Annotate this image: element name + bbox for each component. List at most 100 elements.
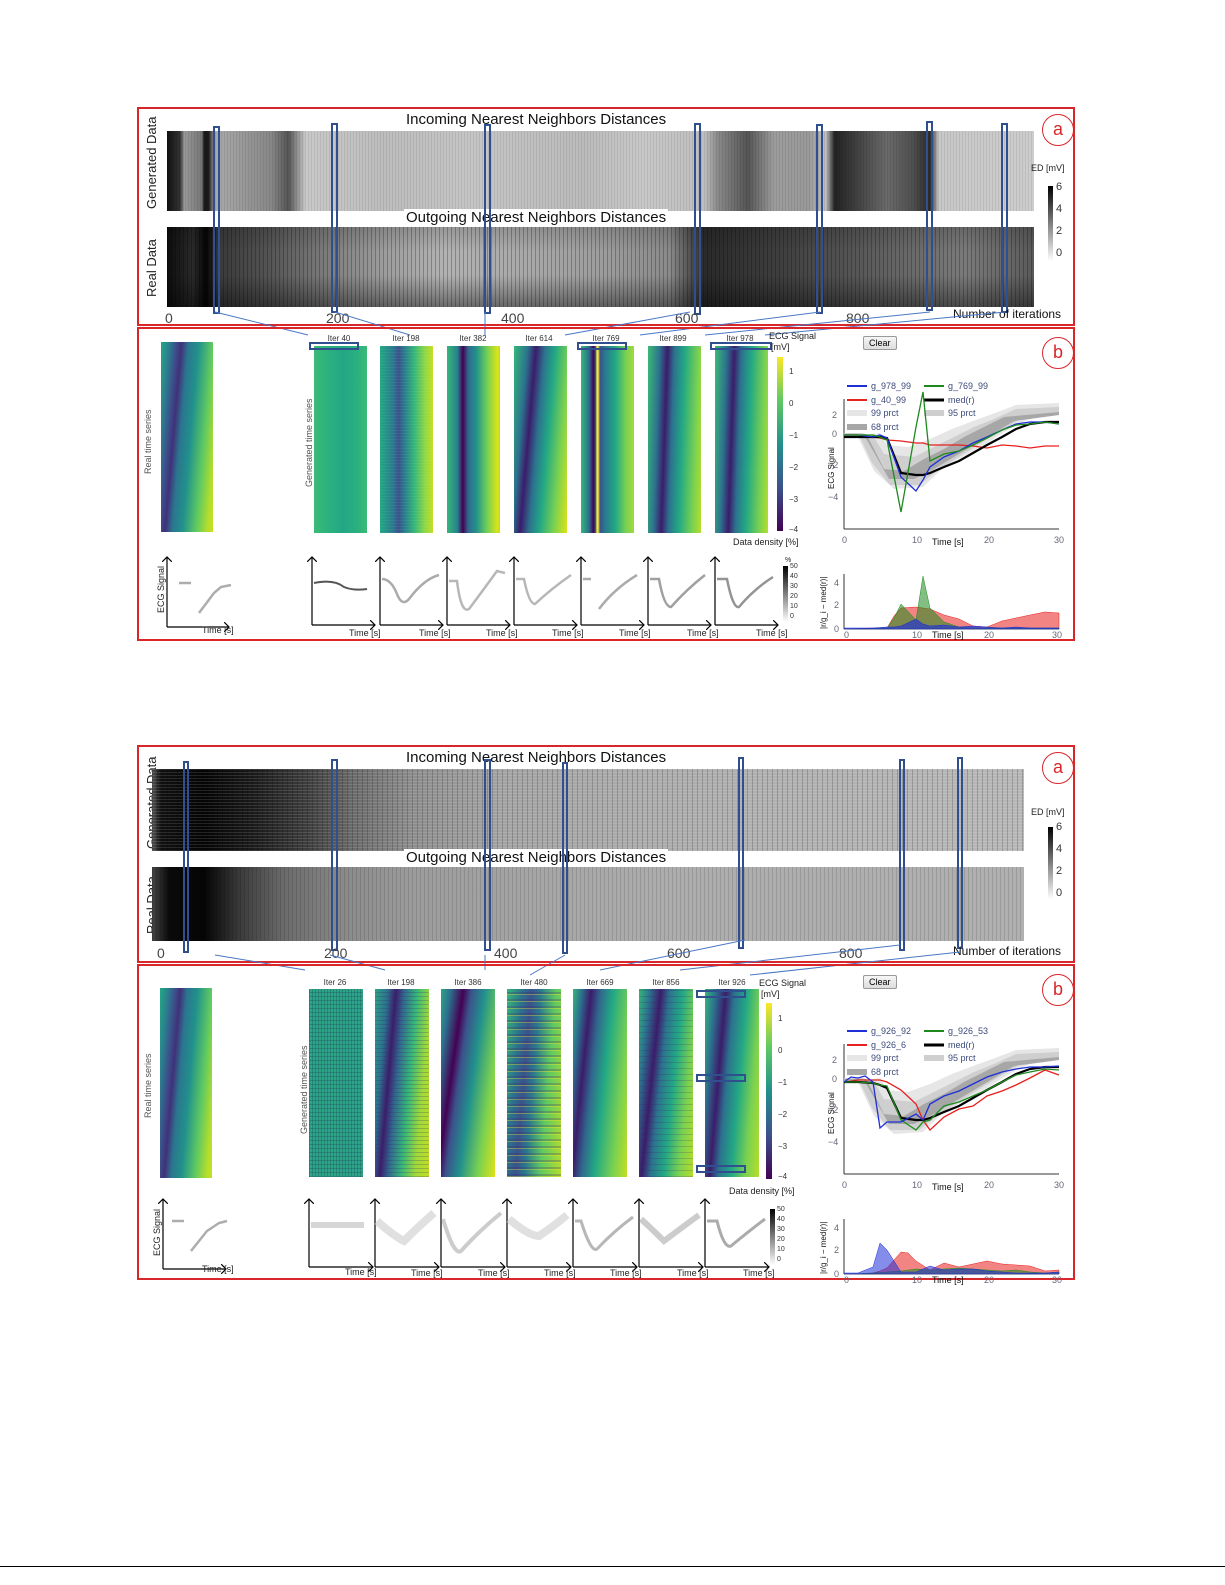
svg-text:20: 20 — [984, 535, 994, 545]
svg-text:med(r): med(r) — [948, 395, 975, 405]
connector-arrows — [214, 939, 961, 976]
iter-label: Iter 978 — [726, 334, 754, 343]
ed-tick: 6 — [1056, 181, 1063, 193]
selection-box-iter-669[interactable] — [738, 757, 744, 949]
outgoing-title: Outgoing Nearest Neighbors Distances — [404, 209, 669, 226]
density-label: Data density [%] — [729, 1186, 795, 1196]
svg-text:ECG Signal: ECG Signal — [827, 447, 836, 489]
iter-26-heatmap[interactable] — [309, 989, 363, 1177]
selection-box-iter-856[interactable] — [899, 759, 905, 951]
svg-text:0: 0 — [834, 1269, 839, 1279]
iter-769-heatmap[interactable] — [581, 346, 634, 533]
svg-text:10: 10 — [912, 630, 922, 640]
density-tick: 50 — [790, 563, 798, 570]
ed-colorbar — [1048, 186, 1053, 261]
outgoing-heatmap[interactable] — [152, 867, 1024, 941]
iter-label: Iter 198 — [387, 978, 415, 987]
ecg-line-chart[interactable]: g_978_99 g_769_99 g_40_99 med(r) 99 prct… — [827, 379, 1069, 549]
row-selection-iter-978[interactable] — [710, 342, 772, 350]
incoming-heatmap[interactable] — [152, 769, 1024, 851]
iter-669-heatmap[interactable] — [573, 989, 627, 1177]
difference-area-chart[interactable]: 4 2 0 0 10 20 30 Time [s] |r/g_i − med(r… — [819, 569, 1069, 640]
real-time-series-heatmap[interactable] — [160, 988, 212, 1178]
selection-box-iter-198[interactable] — [331, 123, 338, 313]
panel-b: b Real time series Generated time series… — [137, 964, 1075, 1285]
selection-box-iter-926[interactable] — [957, 757, 963, 949]
svg-text:g_926_6: g_926_6 — [871, 1040, 906, 1050]
iter-978-heatmap[interactable] — [715, 346, 768, 533]
selection-box-iter-769[interactable] — [816, 124, 823, 314]
clear-button[interactable]: Clear — [863, 336, 897, 350]
ecg-tick: −1 — [789, 431, 799, 440]
selection-box-iter-386[interactable] — [484, 759, 491, 951]
svg-text:10: 10 — [912, 1275, 922, 1285]
iter-40-heatmap[interactable] — [314, 346, 367, 533]
x-tick-400: 400 — [494, 945, 518, 961]
iter-614-heatmap[interactable] — [514, 346, 567, 533]
iter-480-heatmap[interactable] — [507, 989, 561, 1177]
iter-label: Iter 480 — [520, 978, 548, 987]
ed-tick: 4 — [1056, 843, 1063, 855]
ecg-tick: 1 — [789, 367, 794, 376]
iter-382-heatmap[interactable] — [447, 346, 500, 533]
x-tick-0: 0 — [157, 945, 165, 961]
x-tick-800: 800 — [839, 945, 863, 961]
ecg-line-chart[interactable]: g_926_92 g_926_53 g_926_6 med(r) 99 prct… — [827, 1024, 1069, 1194]
row-selection-iter-769[interactable] — [577, 342, 627, 350]
selection-box-iter-198[interactable] — [331, 759, 338, 951]
mini-ylabel: ECG Signal — [152, 1208, 162, 1256]
iter-198-heatmap[interactable] — [380, 346, 433, 533]
svg-text:0: 0 — [842, 535, 847, 545]
selection-box-iter-899[interactable] — [926, 121, 933, 311]
ecg-colorbar — [777, 357, 783, 531]
mini-xlabel: Time [s] — [202, 1264, 234, 1274]
mini-xlabel: Time [s] — [610, 1268, 642, 1278]
density-tick: 20 — [777, 1236, 785, 1243]
ecg-tick: −1 — [778, 1078, 788, 1087]
density-tick: 50 — [777, 1206, 785, 1213]
x-axis-label: Number of iterations — [953, 307, 1062, 321]
clear-button[interactable]: Clear — [863, 975, 897, 989]
svg-text:|r/g_i − med(r)|: |r/g_i − med(r)| — [819, 577, 828, 629]
density-tick: 20 — [790, 593, 798, 600]
svg-text:med(r): med(r) — [948, 1040, 975, 1050]
x-tick-600: 600 — [667, 945, 691, 961]
iter-856-heatmap[interactable] — [639, 989, 693, 1177]
mini-xlabel: Time [s] — [202, 625, 234, 635]
row-selection-top[interactable] — [696, 990, 746, 998]
iter-899-heatmap[interactable] — [648, 346, 701, 533]
selection-box-iter-26[interactable] — [183, 761, 189, 953]
row-selection-bottom[interactable] — [696, 1165, 746, 1173]
iter-386-heatmap[interactable] — [441, 989, 495, 1177]
svg-text:68 prct: 68 prct — [871, 422, 899, 432]
iter-926-heatmap[interactable] — [705, 989, 759, 1177]
selection-box-iter-480[interactable] — [562, 762, 568, 954]
real-time-series-label: Real time series — [143, 1053, 153, 1118]
row-selection-middle[interactable] — [696, 1074, 746, 1082]
row-selection-iter-40[interactable] — [309, 342, 359, 350]
incoming-title: Incoming Nearest Neighbors Distances — [404, 111, 669, 128]
density-tick: 0 — [790, 613, 794, 620]
mini-xlabel: Time [s] — [349, 628, 381, 638]
iter-label: Iter 769 — [592, 334, 620, 343]
iter-label: Iter 40 — [327, 334, 351, 343]
selection-box-iter-614[interactable] — [694, 123, 701, 315]
real-time-series-heatmap[interactable] — [161, 342, 213, 532]
incoming-heatmap[interactable] — [167, 131, 1034, 211]
outgoing-heatmap[interactable] — [167, 227, 1034, 307]
svg-text:|r/g_i − med(r)|: |r/g_i − med(r)| — [819, 1222, 828, 1274]
density-mini-plots — [139, 1191, 819, 1281]
mini-xlabel: Time [s] — [756, 628, 788, 638]
ecg-colorbar — [766, 1003, 772, 1179]
connector-arrows — [214, 311, 1006, 336]
svg-text:0: 0 — [834, 624, 839, 634]
svg-text:0: 0 — [844, 1275, 849, 1285]
selection-box-iter-382[interactable] — [484, 124, 491, 314]
selection-box-iter-40[interactable] — [213, 126, 220, 314]
iter-198-heatmap[interactable] — [375, 989, 429, 1177]
ecg-tick: 1 — [778, 1014, 783, 1023]
density-tick: 10 — [777, 1246, 785, 1253]
ecg-tick: −4 — [778, 1172, 788, 1181]
svg-text:95 prct: 95 prct — [948, 408, 976, 418]
difference-area-chart[interactable]: 4 2 0 0 10 20 30 Time [s] |r/g_i − med(r… — [819, 1214, 1069, 1285]
